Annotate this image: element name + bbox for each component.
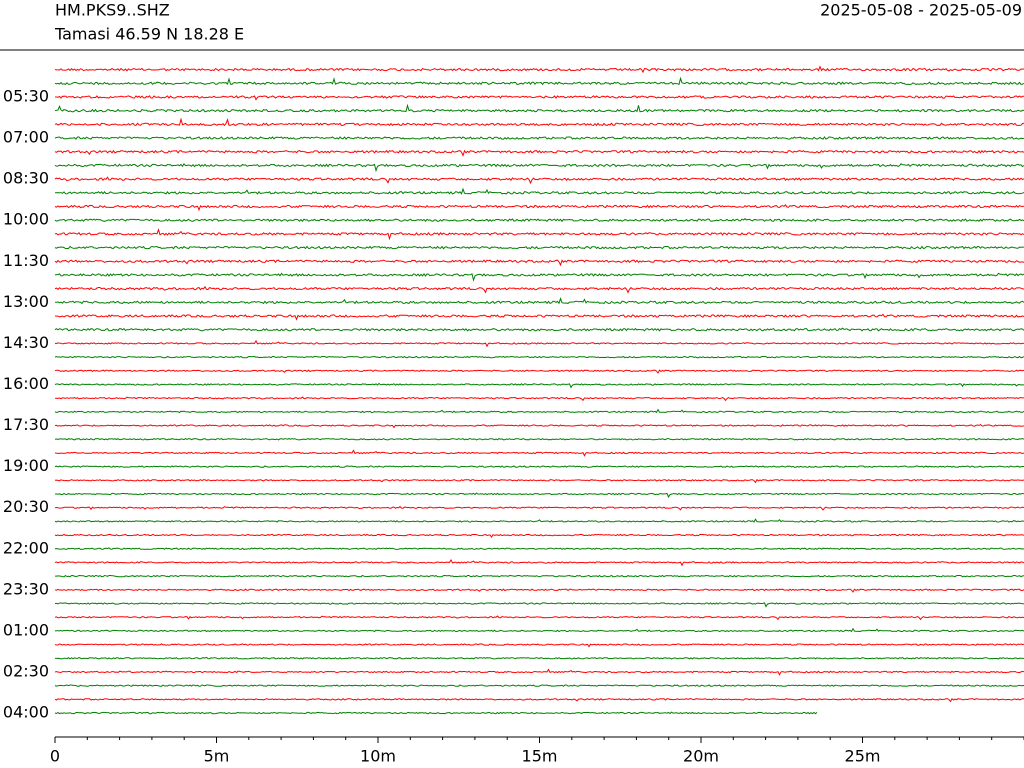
row-label: 17:30 xyxy=(3,415,49,434)
row-label: 14:30 xyxy=(3,333,49,352)
trace xyxy=(54,533,1024,539)
date-range: 2025-05-08 - 2025-05-09 xyxy=(820,1,1022,20)
trace xyxy=(54,313,1024,321)
row-label: 05:30 xyxy=(3,86,49,105)
trace xyxy=(54,204,1024,212)
trace xyxy=(54,615,1024,621)
trace xyxy=(54,382,1024,389)
trace xyxy=(54,187,1024,195)
trace xyxy=(54,65,1024,74)
trace xyxy=(54,218,1024,223)
location: Tamasi 46.59 N 18.28 E xyxy=(54,25,244,44)
trace xyxy=(54,449,1024,457)
trace xyxy=(54,643,1024,648)
x-tick-label: 15m xyxy=(522,747,558,766)
trace xyxy=(54,558,1024,567)
trace xyxy=(55,396,1024,402)
trace xyxy=(55,492,1024,499)
trace xyxy=(54,408,1024,414)
trace xyxy=(54,518,1024,523)
trace xyxy=(54,162,1024,173)
station: HM.PKS9..SHZ xyxy=(55,1,170,20)
row-label: 11:30 xyxy=(3,251,49,270)
trace xyxy=(54,423,1024,429)
trace xyxy=(54,505,1024,511)
trace xyxy=(54,228,1024,241)
trace xyxy=(54,369,1024,374)
row-label: 02:30 xyxy=(3,661,49,680)
trace xyxy=(55,297,1024,305)
x-tick-label: 25m xyxy=(845,747,881,766)
trace xyxy=(54,478,1024,484)
trace xyxy=(54,327,1024,332)
trace xyxy=(54,176,1024,185)
trace xyxy=(54,465,1024,468)
trace xyxy=(54,711,818,715)
trace xyxy=(54,698,1024,703)
trace xyxy=(54,355,1024,359)
trace xyxy=(54,103,1024,113)
trace xyxy=(54,136,1024,140)
row-label: 07:00 xyxy=(3,128,49,147)
row-label: 19:00 xyxy=(3,456,49,475)
trace xyxy=(54,259,1024,267)
x-tick-label: 0 xyxy=(50,747,60,766)
row-label: 01:00 xyxy=(3,620,49,639)
row-label: 20:30 xyxy=(3,497,49,516)
trace xyxy=(55,95,1024,101)
trace xyxy=(54,245,1024,250)
x-tick-label: 20m xyxy=(683,747,719,766)
row-label: 22:00 xyxy=(3,538,49,557)
x-tick-label: 10m xyxy=(360,747,396,766)
trace xyxy=(55,574,1024,578)
trace xyxy=(54,684,1024,687)
row-label: 10:00 xyxy=(3,210,49,229)
trace xyxy=(54,285,1024,294)
trace xyxy=(54,76,1024,86)
trace xyxy=(54,149,1024,157)
trace xyxy=(54,437,1024,441)
trace xyxy=(54,547,1024,551)
trace xyxy=(54,117,1024,127)
trace xyxy=(54,588,1024,593)
row-label: 23:30 xyxy=(3,579,49,598)
row-label: 16:00 xyxy=(3,374,49,393)
trace xyxy=(54,339,1024,348)
trace xyxy=(54,668,1024,676)
trace xyxy=(54,656,1024,660)
trace xyxy=(54,627,1024,633)
x-tick-label: 5m xyxy=(204,747,230,766)
row-label: 13:00 xyxy=(3,292,49,311)
trace xyxy=(54,601,1024,608)
trace xyxy=(54,272,1024,282)
row-label: 04:00 xyxy=(3,703,49,722)
row-label: 08:30 xyxy=(3,169,49,188)
